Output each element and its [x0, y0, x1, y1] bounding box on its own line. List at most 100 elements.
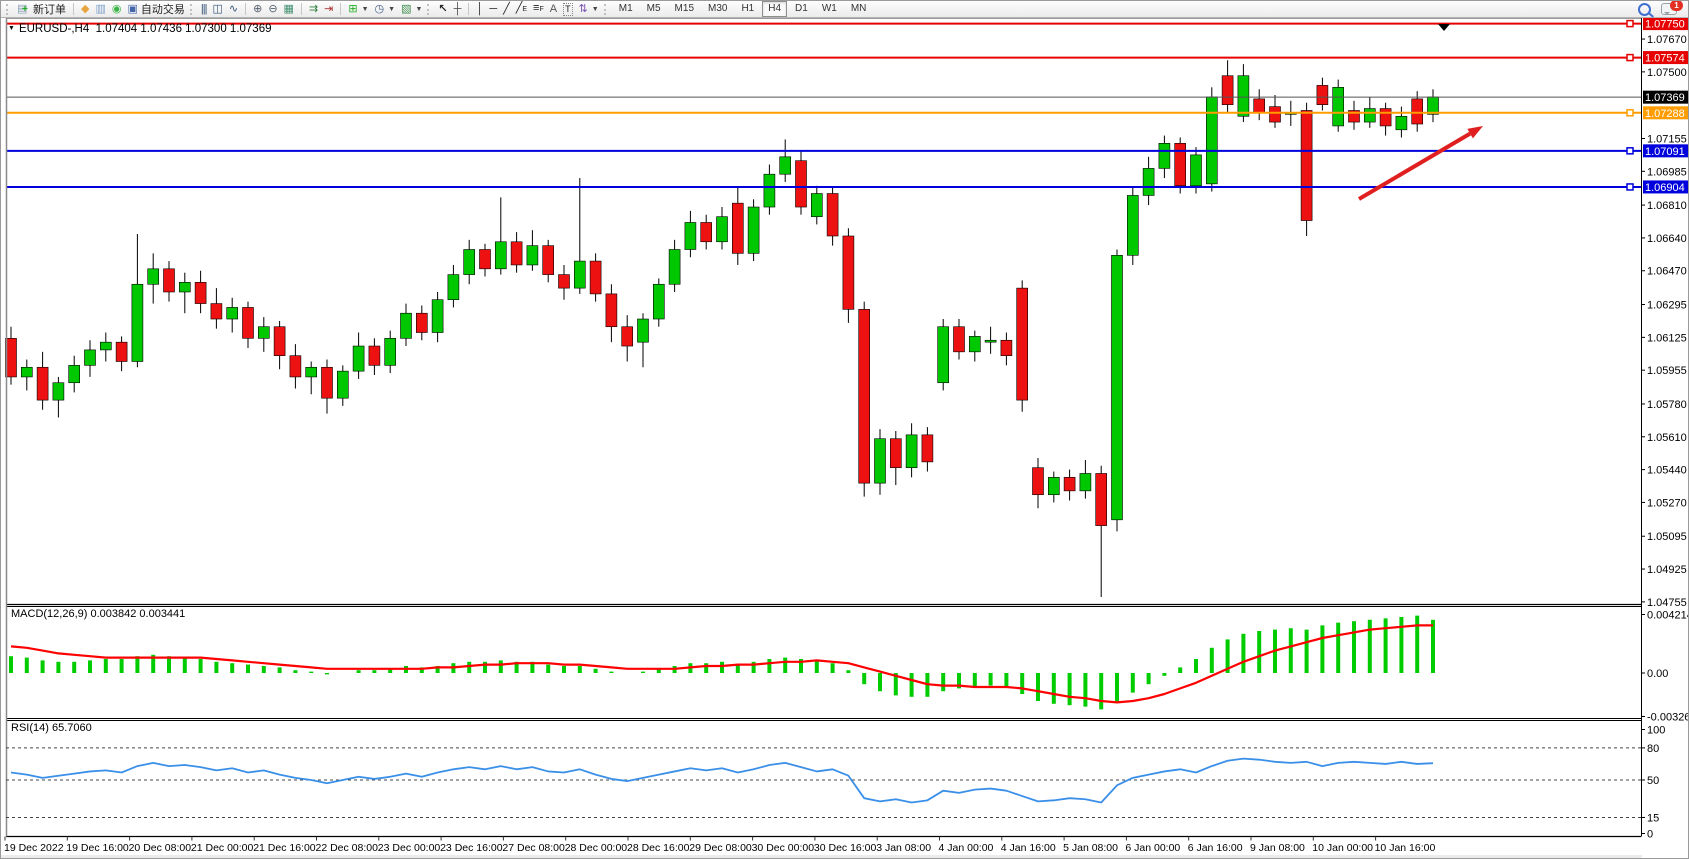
templates-button[interactable]: ▧ ▼ — [398, 2, 425, 17]
timeframe-button-MN[interactable]: MN — [850, 3, 867, 14]
separator — [245, 3, 247, 15]
svg-text:100: 100 — [1647, 725, 1665, 737]
timeframe-button-M30[interactable]: M30 — [708, 3, 728, 14]
timeframe-button-M15[interactable]: M15 — [674, 3, 694, 14]
time-axis[interactable]: 19 Dec 2022 19 Dec 16:00 20 Dec 08:00 21 De… — [4, 836, 1436, 855]
zoom-out-button[interactable]: ⊖ — [265, 2, 280, 17]
toolbar-right: 1 — [1638, 1, 1685, 16]
new-order-button[interactable]: ▤ + 新订单 — [14, 2, 69, 17]
svg-text:80: 80 — [1647, 743, 1659, 755]
text-label-button[interactable]: T — [560, 2, 576, 17]
svg-text:21 Dec 00:00: 21 Dec 00:00 — [191, 842, 254, 854]
svg-text:0.004214: 0.004214 — [1647, 610, 1689, 622]
chart-shift-marker[interactable] — [1438, 24, 1450, 31]
svg-text:1.05270: 1.05270 — [1647, 497, 1687, 509]
svg-text:10 Jan 00:00: 10 Jan 00:00 — [1312, 842, 1373, 854]
bar-chart-button[interactable]: ||| — [198, 2, 210, 17]
separator — [73, 3, 74, 15]
svg-text:21 Dec 16:00: 21 Dec 16:00 — [253, 842, 316, 854]
horizontal-line-objects[interactable] — [6, 19, 1641, 191]
horizontal-line-button[interactable]: ─ — [486, 2, 500, 17]
zoom-in-button[interactable]: ⊕ — [250, 2, 265, 17]
svg-text:1.07670: 1.07670 — [1647, 34, 1687, 46]
search-icon[interactable] — [1638, 2, 1651, 16]
svg-text:1.06470: 1.06470 — [1647, 266, 1687, 278]
auto-scroll-button[interactable]: ⇉ — [306, 2, 321, 17]
periods-button[interactable]: ◷ ▼ — [372, 2, 399, 17]
cursor-button[interactable]: ↖ — [435, 2, 450, 17]
separator — [340, 3, 342, 15]
svg-text:6 Jan 00:00: 6 Jan 00:00 — [1125, 842, 1180, 854]
candlestick-button[interactable]: ◫ — [209, 2, 225, 17]
arrows-icon: ⇅ — [578, 2, 588, 15]
timeframe-button-M5[interactable]: M5 — [646, 3, 661, 14]
timeframe-button-W1[interactable]: W1 — [821, 3, 837, 14]
autotrade-button[interactable]: ▣ 自动交易 — [124, 2, 187, 17]
profile-icon: ◆ — [81, 2, 90, 15]
new-order-icon: ▤ + — [17, 2, 28, 15]
arrows-button[interactable]: ⇅ ▼ — [576, 2, 602, 17]
timeframe-button-D1[interactable]: D1 — [795, 3, 808, 14]
crosshair-button[interactable]: ┼ — [451, 2, 465, 17]
svg-text:50: 50 — [1647, 775, 1659, 787]
tile-windows-icon: ▦ — [283, 2, 294, 15]
caret-down-icon: ▼ — [388, 5, 396, 13]
separator — [300, 3, 302, 15]
equidistant-channel-button[interactable]: ╱E — [513, 2, 530, 17]
svg-text:-0.00326: -0.00326 — [1647, 712, 1689, 724]
signal-icon: ◉ — [111, 2, 122, 15]
rsi-panel: 100 80 50 15 0 — [6, 725, 1665, 841]
fibonacci-button[interactable]: ≡F — [530, 2, 547, 17]
text-button[interactable]: A — [547, 2, 560, 17]
bottom-strip — [1, 855, 1688, 858]
svg-text:6 Jan 16:00: 6 Jan 16:00 — [1188, 842, 1243, 854]
svg-text:30 Dec 16:00: 30 Dec 16:00 — [814, 842, 877, 854]
vertical-line-button[interactable]: │ — [473, 2, 486, 17]
svg-text:1.06640: 1.06640 — [1647, 233, 1687, 245]
candlestick-icon: ◫ — [212, 2, 223, 15]
terminal-button[interactable]: ▥ — [92, 2, 108, 17]
chart-header: ▼ EURUSD-,H4 1.07404 1.07436 1.07300 1.07… — [8, 23, 272, 35]
macd-panel: 0.004214 0.00 -0.00326 — [9, 610, 1689, 724]
svg-text:0: 0 — [1647, 829, 1653, 841]
toolbar-grip — [6, 3, 10, 15]
line-chart-button[interactable]: ∿ — [226, 2, 241, 17]
chart-shift-button[interactable]: ⇥ — [321, 2, 336, 17]
svg-text:23 Dec 16:00: 23 Dec 16:00 — [440, 842, 503, 854]
svg-text:0.00: 0.00 — [1647, 668, 1668, 680]
trendline-button[interactable]: ╱ — [500, 2, 513, 17]
svg-text:23 Dec 00:00: 23 Dec 00:00 — [378, 842, 441, 854]
svg-text:1.07155: 1.07155 — [1647, 133, 1687, 145]
chat-icon[interactable]: 1 — [1661, 1, 1683, 15]
timeframe-button-M1[interactable]: M1 — [618, 3, 633, 14]
timeframe-button-H4[interactable]: H4 — [762, 1, 788, 17]
svg-text:22 Dec 08:00: 22 Dec 08:00 — [316, 842, 379, 854]
svg-text:1.06985: 1.06985 — [1647, 166, 1687, 178]
tile-windows-button[interactable]: ▦ — [281, 2, 297, 17]
vertical-line-icon: │ — [476, 2, 484, 15]
svg-text:1.05440: 1.05440 — [1647, 465, 1687, 477]
timeframe-button-H1[interactable]: H1 — [741, 3, 755, 14]
bar-chart-icon: ||| — [200, 2, 208, 15]
caret-down-icon: ▼ — [361, 5, 369, 13]
chart-shift-icon: ⇥ — [324, 2, 334, 15]
svg-text:20 Dec 08:00: 20 Dec 08:00 — [129, 842, 192, 854]
svg-text:10 Jan 16:00: 10 Jan 16:00 — [1375, 842, 1436, 854]
trend-arrow[interactable] — [1357, 126, 1483, 201]
candles[interactable] — [5, 60, 1439, 598]
svg-text:3 Jan 08:00: 3 Jan 08:00 — [876, 842, 931, 854]
signals-button[interactable]: ◉ — [109, 2, 125, 17]
rsi-indicator-label: RSI(14) 65.7060 — [11, 722, 92, 734]
crosshair-icon: ┼ — [453, 2, 462, 15]
new-order-label: 新订单 — [33, 4, 66, 16]
new-chart-button[interactable]: ⊞ ▼ — [345, 2, 371, 17]
macd-indicator-label: MACD(12,26,9) 0.003842 0.003441 — [11, 608, 186, 620]
svg-text:1.07574: 1.07574 — [1645, 53, 1685, 65]
svg-text:1.07500: 1.07500 — [1647, 67, 1687, 79]
collapse-triangle-icon[interactable]: ▼ — [8, 25, 15, 32]
svg-text:5 Jan 08:00: 5 Jan 08:00 — [1063, 842, 1118, 854]
profile-button[interactable]: ◆ — [78, 2, 92, 17]
svg-text:27 Dec 08:00: 27 Dec 08:00 — [502, 842, 565, 854]
